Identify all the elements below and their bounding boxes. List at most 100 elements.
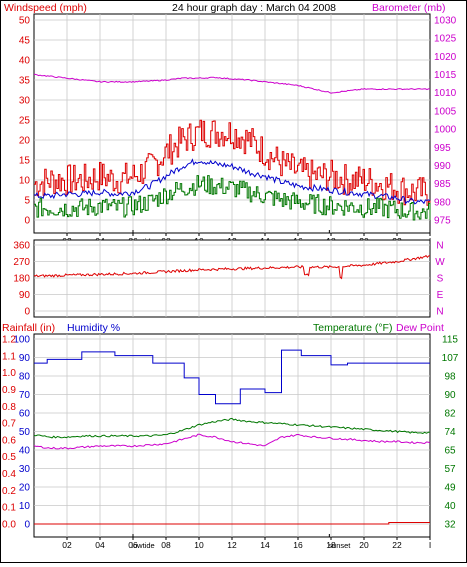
wind-average-line [33,158,431,205]
humidity-y-tick-label: 60 [19,409,31,420]
humidity-y-tick-label: 90 [19,353,31,364]
temperature-y-tick-label: 65 [444,446,456,457]
climate-x-tick-label: 16 [293,540,303,550]
rainfall-y-tick-label: 0.2 [2,486,16,497]
barometer-y-tick-label: 1030 [434,16,457,27]
humidity-y-tick-label: 20 [19,483,31,494]
humidity-y-tick-label: 30 [19,464,31,475]
temperature-y-tick-label: 82 [444,409,456,420]
temperature-f-line [33,417,431,439]
temperature-y-tick-label: 32 [444,520,456,531]
barometer-y-tick-label: 990 [434,161,451,172]
direction-compass-label: W [435,257,445,268]
direction-compass-label: N [436,307,443,318]
barometer-y-tick-label: 1020 [434,52,457,63]
graph-title: 24 hour graph day : March 04 2008 [172,2,336,14]
climate-x-tick-label: 22 [392,540,402,550]
rainfall-y-tick-label: 0.7 [2,419,16,430]
humidity-y-tick-label: 40 [19,446,31,457]
climate-x-tick-label: 20 [359,540,369,550]
rainfall-y-tick-label: 0.1 [2,503,16,514]
wind-y-tick-label: 15 [19,156,31,167]
wind-y-tick-label: 45 [19,36,31,47]
climate-x-tick-label: 18 [326,540,336,550]
direction-y-tick-label: 360 [13,241,30,252]
barometer-y-tick-label: 975 [434,216,451,227]
rainfall-y-tick-label: 1.0 [2,368,16,379]
barometer-y-tick-label: 1005 [434,106,457,117]
direction-compass-label: N [436,241,443,252]
direction-y-tick-label: 180 [13,274,30,285]
direction-y-tick-label: 90 [19,290,31,301]
wind-y-tick-label: 10 [19,176,31,187]
barometer-y-tick-label: 1010 [434,88,457,99]
climate-x-tick-label: 02 [62,540,72,550]
climate-x-tick-label: 12 [227,540,237,550]
temperature-y-tick-label: 98 [444,372,456,383]
humidity-y-tick-label: 50 [19,427,31,438]
barometer-y-tick-label: 980 [434,197,451,208]
rainfall-y-tick-label: 0.8 [2,402,16,413]
climate-x-tick-label: 04 [95,540,105,550]
rain-humidity-temperature-panel: 0 10 20 30 40 50 60 70 80 90 100 0.0 0.1 0.2 0.4 0.5 0.6… [2,333,459,550]
direction-y-tick-label: 270 [13,257,30,268]
dew-point-line [33,433,431,450]
rainfall-y-tick-label: 0.9 [2,385,16,396]
humidity-line [34,349,430,405]
humidity-axis-title: Humidity % [67,322,120,334]
rainfall-y-tick-label: 1.2 [2,335,16,346]
barometer-y-tick-label: 985 [434,179,451,190]
wind-direction-panel: 0 N 90 E 180 S 270 W 360 N [13,239,445,318]
rainfall-y-tick-label: 0.5 [2,452,16,463]
rainfall-y-tick-label: 0.0 [2,520,16,531]
climate-event-label: lowtide [131,541,154,550]
humidity-y-tick-label: 0 [24,520,30,531]
rainfall-y-tick-label: 0.4 [2,469,16,480]
climate-x-tick-label: 10 [194,540,204,550]
direction-y-tick-label: 0 [24,307,30,318]
temperature-y-tick-label: 115 [442,335,458,346]
humidity-y-tick-label: 80 [19,372,31,383]
climate-x-tick-label: 06 [128,540,138,550]
barometer-axis-title: Barometer (mb) [372,2,446,14]
wind-y-tick-label: 5 [24,196,30,207]
wind-barometer-panel: 0510152025303540455097598098599099510001… [19,13,457,246]
wind-direction-line [33,254,431,280]
temperature-y-tick-label: 40 [444,501,456,512]
temperature-y-tick-label: 49 [444,483,456,494]
climate-x-tick-label: I [429,540,431,550]
dewpoint-axis-title: Dew Point [396,322,444,334]
climate-x-tick-label: 08 [161,540,171,550]
windspeed-axis-title: Windspeed (mph) [4,2,87,14]
temperature-y-tick-label: 57 [444,464,456,475]
wind-y-tick-label: 35 [19,76,31,87]
wind-y-tick-label: 0 [24,216,30,227]
temperature-y-tick-label: 90 [444,390,456,401]
barometer-y-tick-label: 1025 [434,34,457,45]
humidity-y-tick-label: 100 [13,335,30,346]
direction-compass-label: S [437,274,444,285]
barometer-y-tick-label: 995 [434,143,451,154]
temperature-axis-title: Temperature (°F) [313,322,392,334]
wind-y-tick-label: 20 [19,136,31,147]
humidity-y-tick-label: 70 [19,390,31,401]
rainfall-y-tick-label: 1.1 [2,351,16,362]
climate-event-label: sunset [328,541,351,550]
temperature-y-tick-label: 74 [444,427,456,438]
barometer-y-tick-label: 1000 [434,125,457,136]
humidity-y-tick-label: 10 [19,501,31,512]
barometer-mb--line [34,73,431,94]
wind-y-tick-label: 30 [19,96,31,107]
wind-y-tick-label: 25 [19,116,31,127]
wind-y-tick-label: 40 [19,56,31,67]
wind-lull-line [34,175,431,221]
direction-compass-label: E [437,290,444,301]
rainfall-axis-title: Rainfall (in) [2,322,55,334]
rainfall-y-tick-label: 0.6 [2,435,16,446]
windspeed-mph--line [34,119,431,206]
temperature-y-tick-label: 107 [442,353,459,364]
barometer-y-tick-label: 1015 [434,70,457,81]
rainfall-in-line [34,522,430,525]
